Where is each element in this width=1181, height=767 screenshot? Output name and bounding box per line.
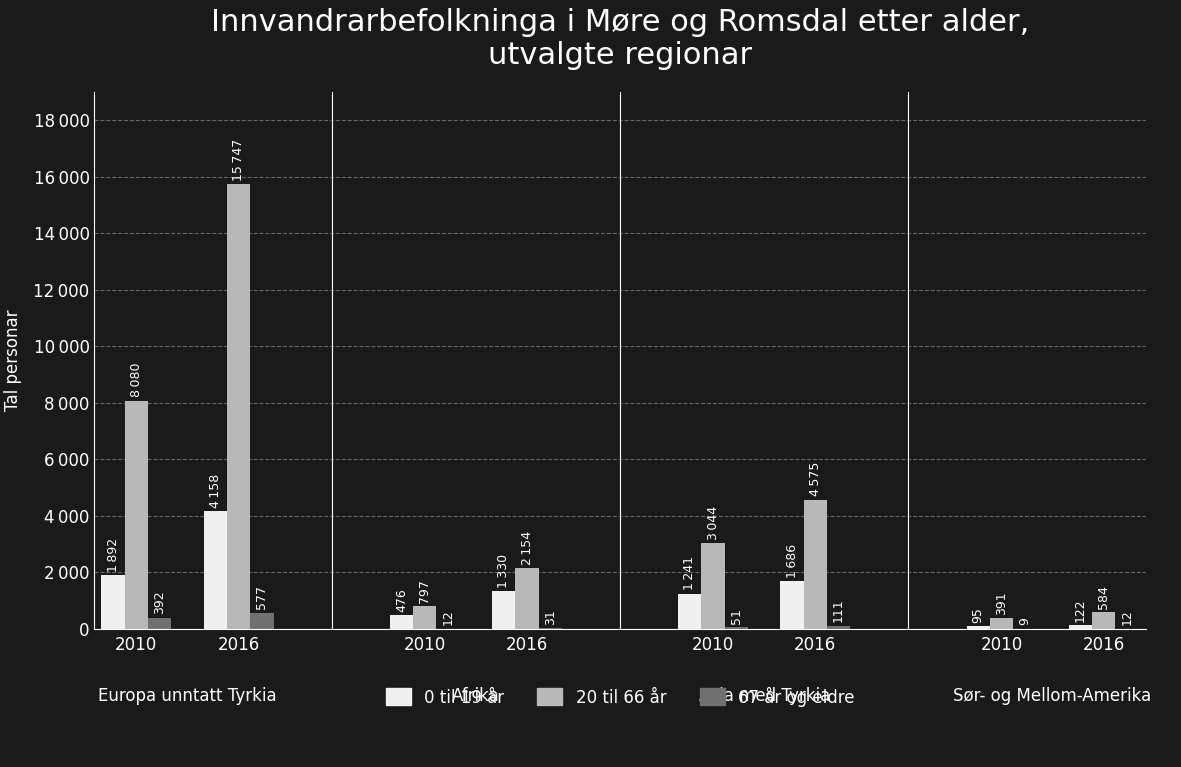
Bar — [102, 575, 125, 629]
Text: 31: 31 — [543, 609, 556, 624]
Text: Sør- og Mellom-Amerika: Sør- og Mellom-Amerika — [953, 687, 1151, 706]
Bar — [125, 400, 148, 629]
Text: 797: 797 — [418, 579, 431, 603]
Legend: 0 til 19 år, 20 til 66 år, 67 år og eldre: 0 til 19 år, 20 til 66 år, 67 år og eldr… — [385, 686, 855, 706]
Bar — [804, 499, 827, 629]
Bar — [390, 615, 413, 629]
Bar — [966, 626, 990, 629]
Bar — [678, 594, 702, 629]
Text: Afrika: Afrika — [452, 687, 500, 706]
Bar — [148, 618, 171, 629]
Text: 2 154: 2 154 — [521, 531, 534, 565]
Text: 1 330: 1 330 — [497, 554, 510, 588]
Text: 9: 9 — [1018, 617, 1031, 625]
Bar — [1069, 626, 1092, 629]
Bar — [725, 627, 748, 629]
Text: 476: 476 — [394, 588, 407, 612]
Bar — [702, 543, 725, 629]
Text: 51: 51 — [730, 608, 743, 624]
Text: 577: 577 — [255, 585, 268, 609]
Text: 1 241: 1 241 — [684, 557, 697, 591]
Text: 391: 391 — [994, 591, 1007, 614]
Bar — [539, 628, 562, 629]
Bar — [492, 591, 515, 629]
Text: 4 575: 4 575 — [809, 462, 822, 496]
Title: Innvandrarbefolkninga i Møre og Romsdal etter alder,
utvalgte regionar: Innvandrarbefolkninga i Møre og Romsdal … — [211, 8, 1029, 71]
Text: 392: 392 — [154, 591, 167, 614]
Text: Asia med Tyrkia: Asia med Tyrkia — [699, 687, 830, 706]
Text: 1 686: 1 686 — [785, 544, 798, 578]
Text: 4 158: 4 158 — [209, 474, 222, 508]
Bar — [413, 607, 436, 629]
Bar — [515, 568, 539, 629]
Bar — [227, 184, 250, 629]
Bar — [250, 613, 274, 629]
Text: 15 747: 15 747 — [233, 138, 246, 180]
Text: 12: 12 — [1121, 610, 1134, 625]
Text: 8 080: 8 080 — [130, 363, 143, 397]
Y-axis label: Tal personar: Tal personar — [5, 310, 22, 411]
Text: Europa unntatt Tyrkia: Europa unntatt Tyrkia — [98, 687, 276, 706]
Text: 12: 12 — [442, 610, 455, 625]
Text: 111: 111 — [833, 599, 846, 622]
Bar — [827, 626, 850, 629]
Text: 584: 584 — [1097, 585, 1110, 609]
Bar — [1092, 612, 1115, 629]
Bar — [204, 512, 227, 629]
Text: 3 044: 3 044 — [706, 505, 719, 539]
Text: 1 892: 1 892 — [106, 538, 119, 572]
Bar — [990, 618, 1013, 629]
Text: 122: 122 — [1074, 598, 1087, 622]
Text: 95: 95 — [972, 607, 985, 623]
Bar — [781, 581, 804, 629]
